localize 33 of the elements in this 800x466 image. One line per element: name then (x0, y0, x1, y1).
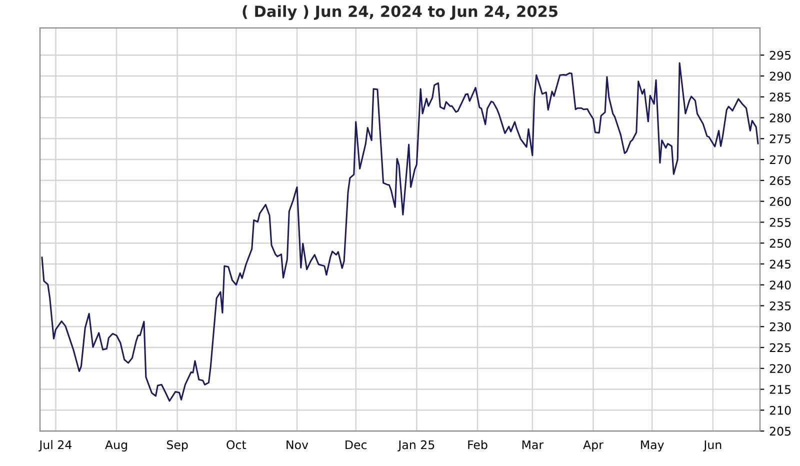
y-tick-label: 225 (770, 343, 791, 352)
y-tick-label: 235 (770, 301, 791, 310)
y-tick-label: 265 (770, 176, 791, 186)
y-tick-label: 215 (770, 385, 791, 394)
chart-title: ( Daily ) Jun 24, 2024 to Jun 24, 2025 (242, 5, 558, 20)
y-tick-label: 275 (770, 134, 791, 144)
y-tick-label: 295 (770, 50, 791, 60)
x-tick-label: Nov (286, 440, 308, 450)
x-tick-label: Oct (226, 440, 246, 450)
y-tick-label: 250 (770, 238, 791, 248)
x-tick-label: Mar (522, 440, 544, 450)
x-tick-label: May (641, 440, 664, 452)
y-tick-label: 255 (770, 218, 791, 227)
y-tick-label: 220 (770, 364, 791, 374)
y-tick-label: 290 (770, 72, 791, 81)
x-tick-label: Feb (468, 440, 488, 450)
y-tick-label: 210 (770, 406, 791, 415)
x-tick-label: Sep (166, 440, 188, 452)
y-tick-label: 245 (770, 260, 791, 269)
y-tick-label: 270 (770, 155, 791, 164)
x-tick-label: Jun (703, 440, 722, 452)
y-tick-label: 285 (770, 92, 791, 102)
x-tick-label: Jan 25 (398, 440, 434, 452)
y-tick-label: 205 (770, 426, 791, 436)
x-tick-label: Dec (346, 440, 367, 450)
line-series (41, 62, 759, 402)
y-tick-label: 260 (770, 197, 791, 206)
x-tick-label: Apr (583, 440, 604, 452)
x-tick-label: Jul 24 (38, 440, 72, 452)
y-tick-label: 230 (770, 322, 791, 332)
y-tick-label: 280 (770, 113, 791, 122)
y-tick-label: 240 (770, 280, 791, 290)
x-tick-label: Aug (105, 440, 127, 452)
